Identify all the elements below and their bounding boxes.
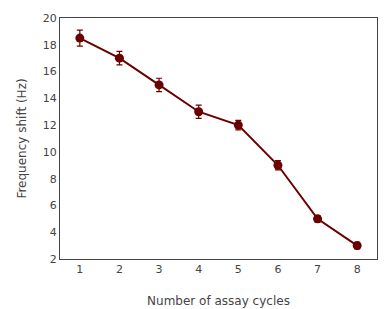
- svg-text:14: 14: [43, 92, 57, 105]
- svg-text:4: 4: [50, 226, 57, 239]
- svg-text:2: 2: [50, 253, 57, 266]
- svg-text:6: 6: [274, 263, 281, 276]
- svg-text:12: 12: [43, 119, 57, 132]
- svg-text:7: 7: [314, 263, 321, 276]
- svg-text:8: 8: [354, 263, 361, 276]
- svg-text:8: 8: [50, 173, 57, 186]
- svg-text:Number of assay cycles: Number of assay cycles: [147, 294, 290, 308]
- svg-text:6: 6: [50, 199, 57, 212]
- svg-text:1: 1: [76, 263, 83, 276]
- svg-text:5: 5: [235, 263, 242, 276]
- svg-text:2: 2: [116, 263, 123, 276]
- svg-text:Frequency shift (Hz): Frequency shift (Hz): [15, 78, 29, 198]
- svg-text:10: 10: [43, 146, 57, 159]
- svg-text:18: 18: [43, 39, 57, 52]
- svg-text:16: 16: [43, 65, 57, 78]
- svg-text:20: 20: [43, 12, 57, 25]
- svg-text:4: 4: [195, 263, 202, 276]
- svg-text:3: 3: [156, 263, 163, 276]
